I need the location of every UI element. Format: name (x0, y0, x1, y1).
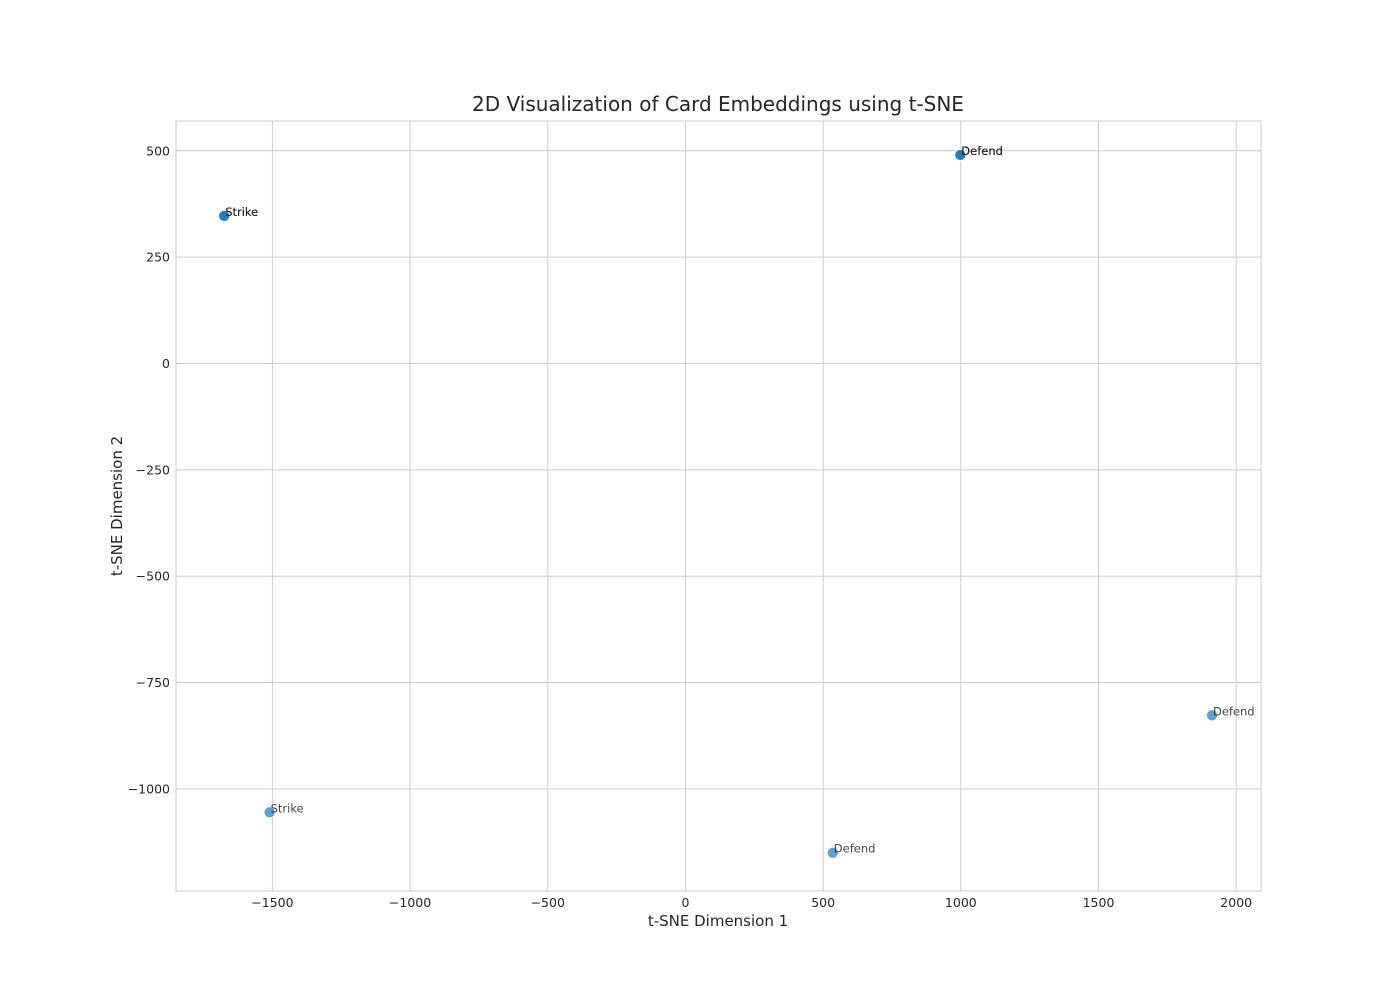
axis-ticks: −1500 −1000 −500 0 500 1000 1500 2000 500 250 0 −25… (128, 143, 1252, 910)
y-tick-label: 250 (146, 250, 170, 265)
y-tick-label: −1000 (128, 781, 170, 796)
scatter-point (263, 806, 276, 819)
x-tick-label: 1500 (1083, 895, 1115, 910)
x-tick-label: −1000 (389, 895, 431, 910)
point-label: Defend (961, 144, 1003, 158)
point-label: Defend (961, 144, 1003, 158)
point-label: Strike (225, 205, 258, 219)
x-tick-label: 1000 (945, 895, 977, 910)
scatter-point (1206, 709, 1218, 722)
scatter-point (954, 149, 967, 161)
y-axis-title: t-SNE Dimension 2 (108, 436, 126, 576)
x-tick-label: −500 (531, 895, 565, 910)
y-tick-label: −750 (136, 675, 170, 690)
y-tick-label: −250 (136, 462, 170, 477)
scatter-point (826, 846, 839, 859)
point-label: Defend (961, 144, 1003, 158)
grid-lines (176, 121, 1261, 891)
x-axis-title: t-SNE Dimension 1 (648, 912, 788, 930)
y-tick-label: 0 (162, 356, 170, 371)
y-tick-label: −500 (136, 569, 170, 584)
point-label: Strike (225, 205, 258, 219)
x-tick-label: 500 (811, 895, 835, 910)
data-points (218, 149, 1218, 859)
y-tick-label: 500 (146, 143, 170, 158)
point-labels: StrikeStrikeStrikeDefendDefendDefendStri… (225, 144, 1254, 856)
point-label: Strike (271, 801, 304, 815)
plot-area-frame (175, 120, 1262, 892)
chart-title: 2D Visualization of Card Embeddings usin… (472, 92, 964, 116)
point-label: Defend (1213, 704, 1255, 718)
point-label: Defend (834, 842, 876, 856)
x-tick-label: 0 (681, 895, 689, 910)
scatter-point (218, 209, 231, 222)
point-label: Strike (225, 205, 258, 219)
x-tick-label: 2000 (1220, 895, 1252, 910)
x-tick-label: −1500 (251, 895, 293, 910)
